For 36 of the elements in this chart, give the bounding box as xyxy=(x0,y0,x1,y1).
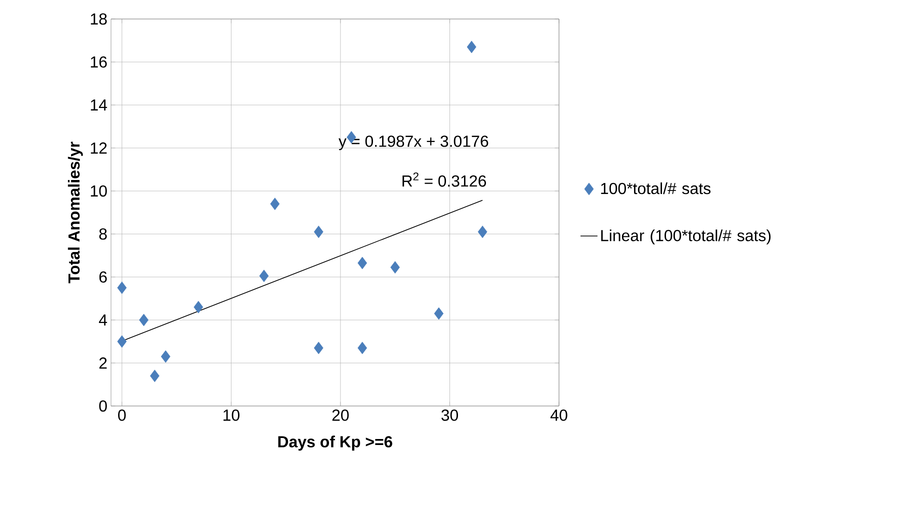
y-tick-label: 2 xyxy=(99,357,107,369)
point xyxy=(259,270,269,282)
point xyxy=(466,40,476,54)
y-tick-label: 12 xyxy=(90,142,107,154)
x-tick-label: 40 xyxy=(550,410,568,421)
y-tick-label: 0 xyxy=(99,400,107,412)
y-tick-label: 4 xyxy=(98,314,108,326)
point xyxy=(358,256,368,270)
x-axis-title: Days of Kp >=6 xyxy=(278,436,392,451)
annotation: R$^{2}$ = 0.3126 xyxy=(402,172,486,187)
y-tick-label: 8 xyxy=(99,228,107,240)
y-tick-label: 6 xyxy=(99,271,107,283)
point xyxy=(150,370,160,382)
x-tick-label: 30 xyxy=(441,410,458,421)
point xyxy=(390,261,400,274)
point xyxy=(358,342,368,354)
point xyxy=(478,226,488,238)
point xyxy=(434,307,444,320)
point xyxy=(139,314,148,326)
x-tick-label: 10 xyxy=(224,410,240,421)
point xyxy=(117,282,127,294)
x-tick-label: 0 xyxy=(118,410,126,421)
legend-label: Linear (100*total/# sats) xyxy=(601,229,771,244)
y-tick-label: 18 xyxy=(90,13,107,25)
point xyxy=(270,198,280,210)
point xyxy=(117,335,127,348)
point xyxy=(314,226,324,238)
point xyxy=(160,350,170,363)
point xyxy=(194,300,204,314)
y-axis-title: Total Anomalies/yr xyxy=(68,142,83,284)
y-tick-label: 14 xyxy=(90,99,108,110)
point xyxy=(314,342,324,354)
legend-label: 100*total/# sats xyxy=(601,182,710,194)
x-tick-label: 20 xyxy=(332,410,349,421)
y-tick-label: 10 xyxy=(90,185,107,197)
y-tick-label: 16 xyxy=(90,56,107,68)
